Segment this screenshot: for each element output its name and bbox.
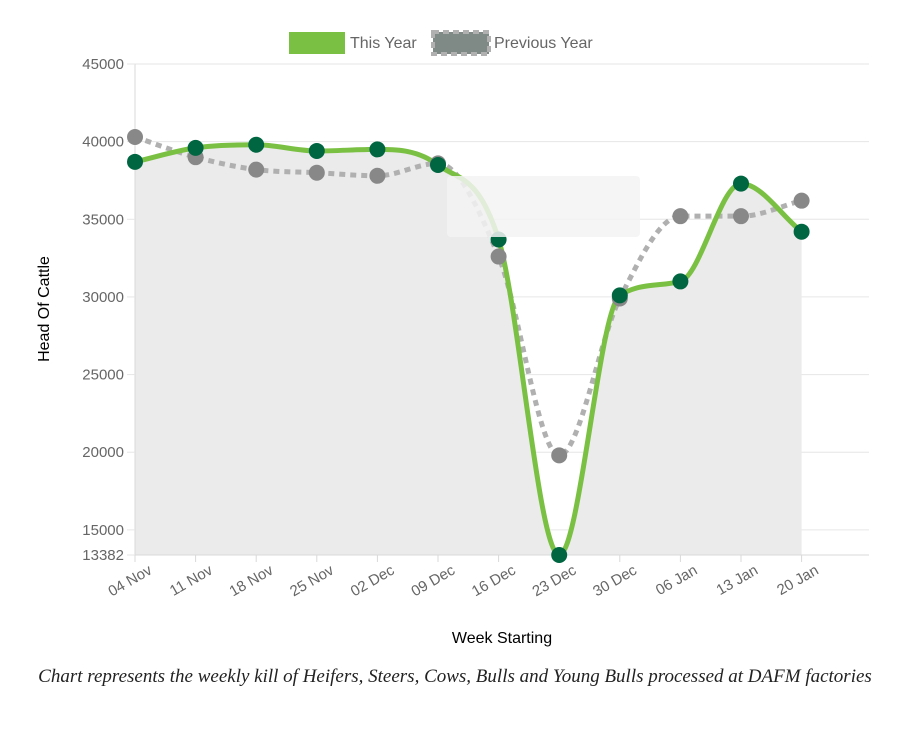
x-tick-label: 20 Jan <box>774 562 822 599</box>
legend-swatch-this-year <box>289 32 345 54</box>
x-tick-label: 02 Dec <box>348 561 398 600</box>
this-year-point[interactable] <box>187 139 204 156</box>
y-tick-label: 40000 <box>82 134 124 151</box>
y-tick-label: 20000 <box>82 444 124 461</box>
this-year-point[interactable] <box>672 273 689 290</box>
previous-year-point[interactable] <box>248 161 265 178</box>
x-tick-label: 16 Dec <box>469 561 519 600</box>
x-tick-label: 18 Nov <box>227 561 277 600</box>
y-axis-title: Head Of Cattle <box>36 256 53 362</box>
this-year-point[interactable] <box>793 223 810 240</box>
x-tick-label: 04 Nov <box>105 561 155 600</box>
this-year-point[interactable] <box>551 547 568 563</box>
x-tick-label: 13 Jan <box>713 562 761 599</box>
previous-year-point[interactable] <box>733 208 749 225</box>
area-fill <box>135 144 802 555</box>
legend-label-previous-year: Previous Year <box>494 35 593 52</box>
x-tick-label: 25 Nov <box>287 561 337 600</box>
this-year-point[interactable] <box>308 142 325 159</box>
legend-label-this-year: This Year <box>350 35 417 52</box>
this-year-point[interactable] <box>127 153 143 170</box>
x-tick-label: 06 Jan <box>653 562 701 599</box>
previous-year-point[interactable] <box>672 208 689 225</box>
y-axis-ticks: 13382 15000 20000 25000 30000 35000 40000 45000 <box>82 56 135 564</box>
y-tick-label: 25000 <box>82 367 124 384</box>
x-tick-label: 30 Dec <box>590 561 640 600</box>
x-axis-ticks: 04 Nov 11 Nov 18 Nov 25 Nov 02 Dec 09 Dec 16 D… <box>105 555 822 600</box>
legend-item-this-year[interactable]: This Year <box>289 32 417 54</box>
previous-year-point[interactable] <box>490 248 507 265</box>
this-year-point[interactable] <box>248 136 265 153</box>
chart-caption: Chart represents the weekly kill of Heif… <box>38 666 872 687</box>
line-chart: 13382 15000 20000 25000 30000 35000 40000 45000… <box>36 30 869 647</box>
x-tick-label: 11 Nov <box>167 561 216 599</box>
legend-item-previous-year[interactable]: Previous Year <box>431 30 593 56</box>
legend-swatch-previous-year <box>431 30 491 56</box>
y-tick-label: 35000 <box>82 211 124 228</box>
y-tick-label: 45000 <box>82 56 124 73</box>
x-tick-label: 23 Dec <box>530 561 580 600</box>
axes <box>134 64 869 556</box>
this-year-area <box>135 144 802 555</box>
data-points <box>127 128 810 563</box>
previous-year-point[interactable] <box>369 167 386 184</box>
y-tick-label: 13382 <box>82 547 124 564</box>
x-tick-label: 09 Dec <box>408 561 458 600</box>
x-axis-title: Week Starting <box>452 630 552 647</box>
previous-year-point[interactable] <box>793 192 810 209</box>
previous-year-point[interactable] <box>551 447 568 464</box>
previous-year-point[interactable] <box>308 164 325 181</box>
this-year-point[interactable] <box>430 156 446 173</box>
legend[interactable]: This Year Previous Year <box>289 30 593 56</box>
this-year-point[interactable] <box>369 141 386 158</box>
this-year-point[interactable] <box>611 287 628 304</box>
previous-year-point[interactable] <box>127 128 143 145</box>
tooltip-placeholder <box>447 176 640 237</box>
y-tick-label: 30000 <box>82 289 124 306</box>
y-tick-label: 15000 <box>82 522 124 539</box>
this-year-line <box>134 142 804 558</box>
this-year-point[interactable] <box>733 175 749 192</box>
